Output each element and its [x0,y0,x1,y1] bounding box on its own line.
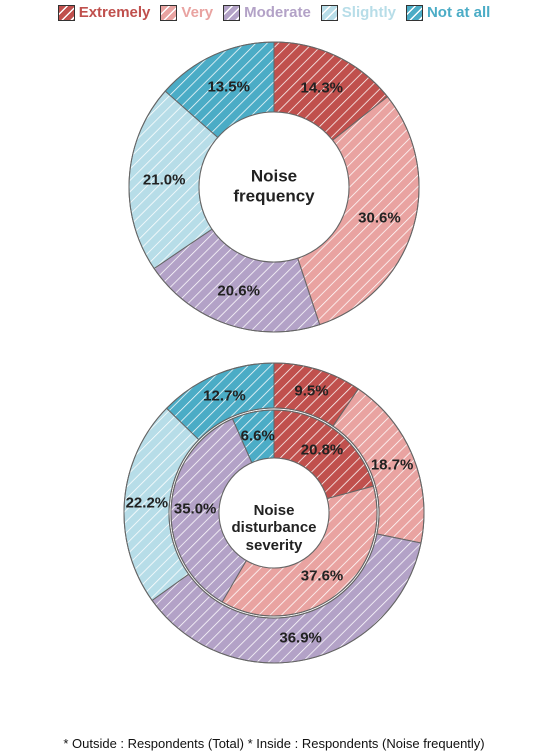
legend-label: Moderate [244,4,311,21]
legend-swatch [406,5,423,21]
legend-label: Very [181,4,213,21]
legend-item-slightly: Slightly [321,4,396,21]
legend-swatch [58,5,75,21]
legend-swatch [223,5,240,21]
chart1-title-line: Noise [233,167,314,187]
footnote: * Outside : Respondents (Total) * Inside… [0,736,548,751]
chart-page: ExtremelyVeryModerateSlightlyNot at all … [0,0,548,754]
legend-label: Not at all [427,4,490,21]
legend-label: Slightly [342,4,396,21]
footnote-left: * Outside : Respondents (Total) [63,736,244,751]
legend-item-moderate: Moderate [223,4,311,21]
chart-noise-disturbance: 9.5%18.7%36.9%22.2%12.7%20.8%37.6%35.0%6… [0,353,548,703]
chart1-title: Noisefrequency [233,167,314,208]
footnote-right: * Inside : Respondents (Noise frequently… [248,736,485,751]
chart2-title-line: Noise [231,502,316,519]
legend: Extremely Very Moderate Slightly Not at all [58,4,491,21]
chart1-title-line: frequency [233,187,314,207]
legend-item-not-at-all: Not at all [406,4,490,21]
legend-item-very: Very [160,4,213,21]
chart2-title-line: disturbance [231,519,316,536]
legend-item-extremely: Extremely [58,4,151,21]
legend-label: Extremely [79,4,151,21]
chart-noise-frequency: 14.3%30.6%20.6%21.0%13.5% Noisefrequency [0,27,548,347]
chart2-title-line: severity [231,537,316,554]
legend-swatch [321,5,338,21]
chart2-title: Noisedisturbanceseverity [231,502,316,554]
legend-swatch [160,5,177,21]
